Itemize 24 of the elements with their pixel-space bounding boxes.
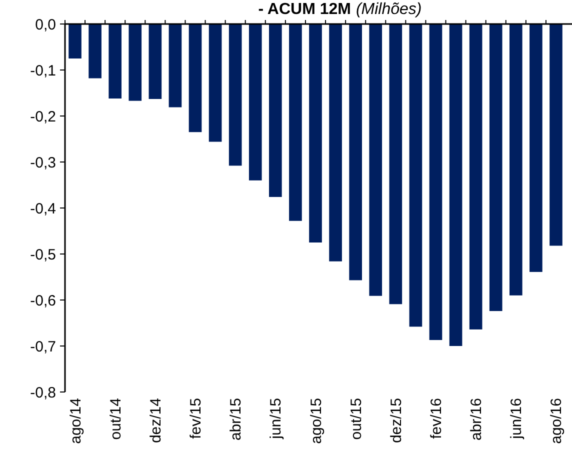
x-tick-label: dez/15 — [388, 398, 405, 444]
y-tick-label: -0,4 — [30, 200, 56, 218]
y-tick-label: -0,3 — [30, 154, 56, 172]
x-tick-label: abr/16 — [468, 398, 486, 441]
x-tick-label: fev/15 — [188, 398, 205, 439]
x-tick-label: fev/16 — [428, 398, 445, 439]
x-tick-label: ago/15 — [308, 398, 325, 444]
x-tick-label: out/14 — [107, 398, 124, 440]
y-tick-label: -0,2 — [30, 108, 56, 126]
y-tick-label: -0,5 — [30, 246, 56, 264]
y-tick-label: -0,8 — [30, 384, 56, 402]
y-tick-label: 0,0 — [35, 16, 56, 34]
chart-subtitle: (Milhões) — [356, 1, 422, 18]
y-tick-label: -0,1 — [30, 62, 56, 80]
y-tick-label: -0,6 — [30, 292, 56, 310]
x-tick-label: jun/15 — [268, 398, 285, 440]
x-tick-label: out/15 — [348, 398, 365, 440]
x-tick-label: ago/16 — [548, 398, 566, 444]
x-tick-label: dez/14 — [147, 398, 164, 444]
y-tick-label: -0,7 — [30, 338, 56, 356]
x-tick-label: abr/15 — [228, 398, 245, 441]
chart-title: - ACUM 12M — [258, 1, 351, 18]
x-tick-label: ago/14 — [67, 398, 84, 444]
x-tick-label: jun/16 — [508, 398, 526, 440]
